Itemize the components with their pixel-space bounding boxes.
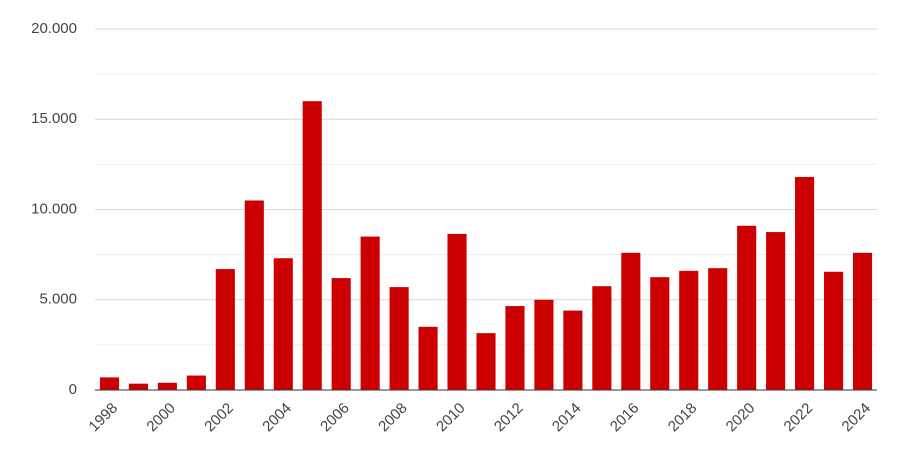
bar — [389, 287, 409, 390]
bar — [331, 278, 351, 390]
bar — [823, 271, 844, 390]
bar — [244, 200, 264, 390]
x-tick-label: 2004 — [259, 400, 295, 436]
bar — [505, 306, 525, 390]
bar — [795, 177, 815, 390]
y-tick-label: 5.000 — [39, 291, 77, 308]
x-tick-label: 2020 — [723, 400, 759, 436]
x-tick-label: 2000 — [143, 400, 179, 436]
bar — [679, 270, 699, 390]
bar — [157, 382, 177, 390]
bar — [766, 232, 786, 390]
bar — [273, 258, 293, 390]
bar — [360, 236, 380, 390]
bar — [99, 377, 120, 390]
bar — [128, 383, 149, 390]
bar — [708, 268, 728, 390]
bar — [650, 277, 670, 390]
x-tick-label: 2014 — [549, 400, 585, 436]
bar — [621, 252, 641, 390]
x-tick-label: 2018 — [665, 400, 701, 436]
bar — [447, 233, 467, 390]
x-tick-label: 2008 — [375, 400, 411, 436]
bar — [737, 225, 757, 390]
y-tick-label: 15.000 — [31, 110, 77, 127]
y-tick-label: 0 — [69, 381, 77, 398]
bar — [852, 252, 873, 390]
y-tick-label: 20.000 — [31, 20, 77, 37]
x-tick-label: 2002 — [201, 400, 237, 436]
x-tick-label: 2016 — [607, 400, 643, 436]
bar — [215, 269, 235, 390]
x-tick-label: 2010 — [433, 400, 469, 436]
bar — [302, 101, 322, 390]
x-tick-label: 2006 — [317, 400, 353, 436]
x-tick-label: 1998 — [85, 400, 121, 436]
bar — [563, 310, 583, 390]
x-tick-label: 2012 — [491, 400, 527, 436]
bar — [418, 326, 438, 390]
bar — [592, 286, 612, 390]
x-tick-label: 2022 — [781, 400, 817, 436]
y-tick-label: 10.000 — [31, 200, 77, 217]
bar — [476, 333, 496, 390]
bar — [186, 375, 206, 390]
x-tick-label: 2024 — [839, 400, 875, 436]
bar — [534, 299, 554, 390]
